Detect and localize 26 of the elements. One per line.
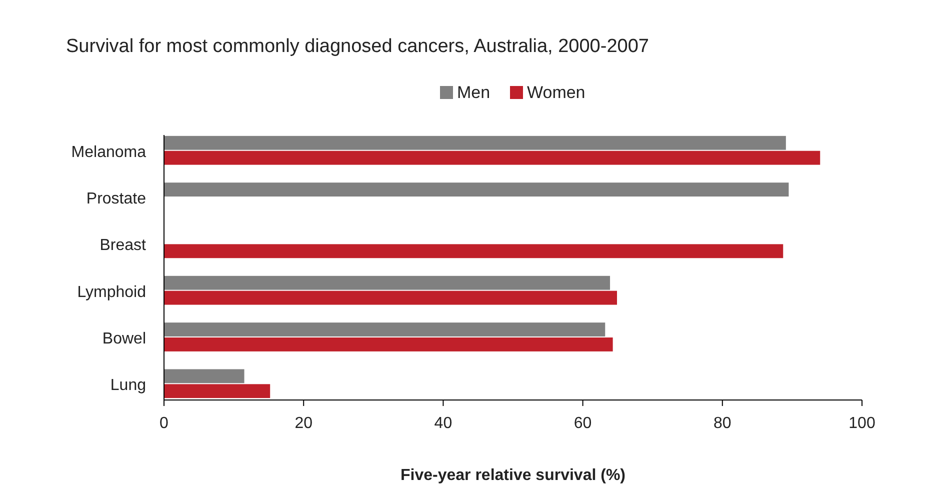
chart-title: Survival for most commonly diagnosed cancers, Australia, 2000-2007 — [66, 36, 649, 57]
bar — [164, 369, 244, 384]
bar — [164, 337, 613, 352]
y-tick-label: Melanoma — [71, 144, 146, 161]
bar — [164, 150, 820, 165]
bar — [164, 136, 786, 150]
bar — [164, 290, 617, 305]
bar — [164, 384, 270, 398]
x-tick-label: 40 — [434, 415, 452, 432]
x-axis-title: Five-year relative survival (%) — [400, 467, 626, 484]
y-tick-label: Lymphoid — [77, 284, 146, 301]
x-tick-label: 20 — [294, 415, 313, 432]
bar — [164, 276, 610, 290]
x-tick-label: 100 — [848, 415, 876, 432]
bar — [164, 244, 784, 258]
bar — [164, 322, 606, 336]
y-tick-label: Bowel — [102, 330, 146, 348]
x-tick-label: 0 — [160, 415, 169, 432]
legend-label: Women — [527, 83, 586, 102]
y-tick-label: Breast — [100, 237, 147, 254]
y-tick-label: Prostate — [86, 190, 146, 208]
y-tick-label: Lung — [110, 377, 146, 394]
legend-label: Men — [457, 83, 490, 102]
x-tick-label: 80 — [714, 415, 732, 432]
bar — [164, 182, 789, 197]
x-tick-label: 60 — [574, 415, 592, 432]
